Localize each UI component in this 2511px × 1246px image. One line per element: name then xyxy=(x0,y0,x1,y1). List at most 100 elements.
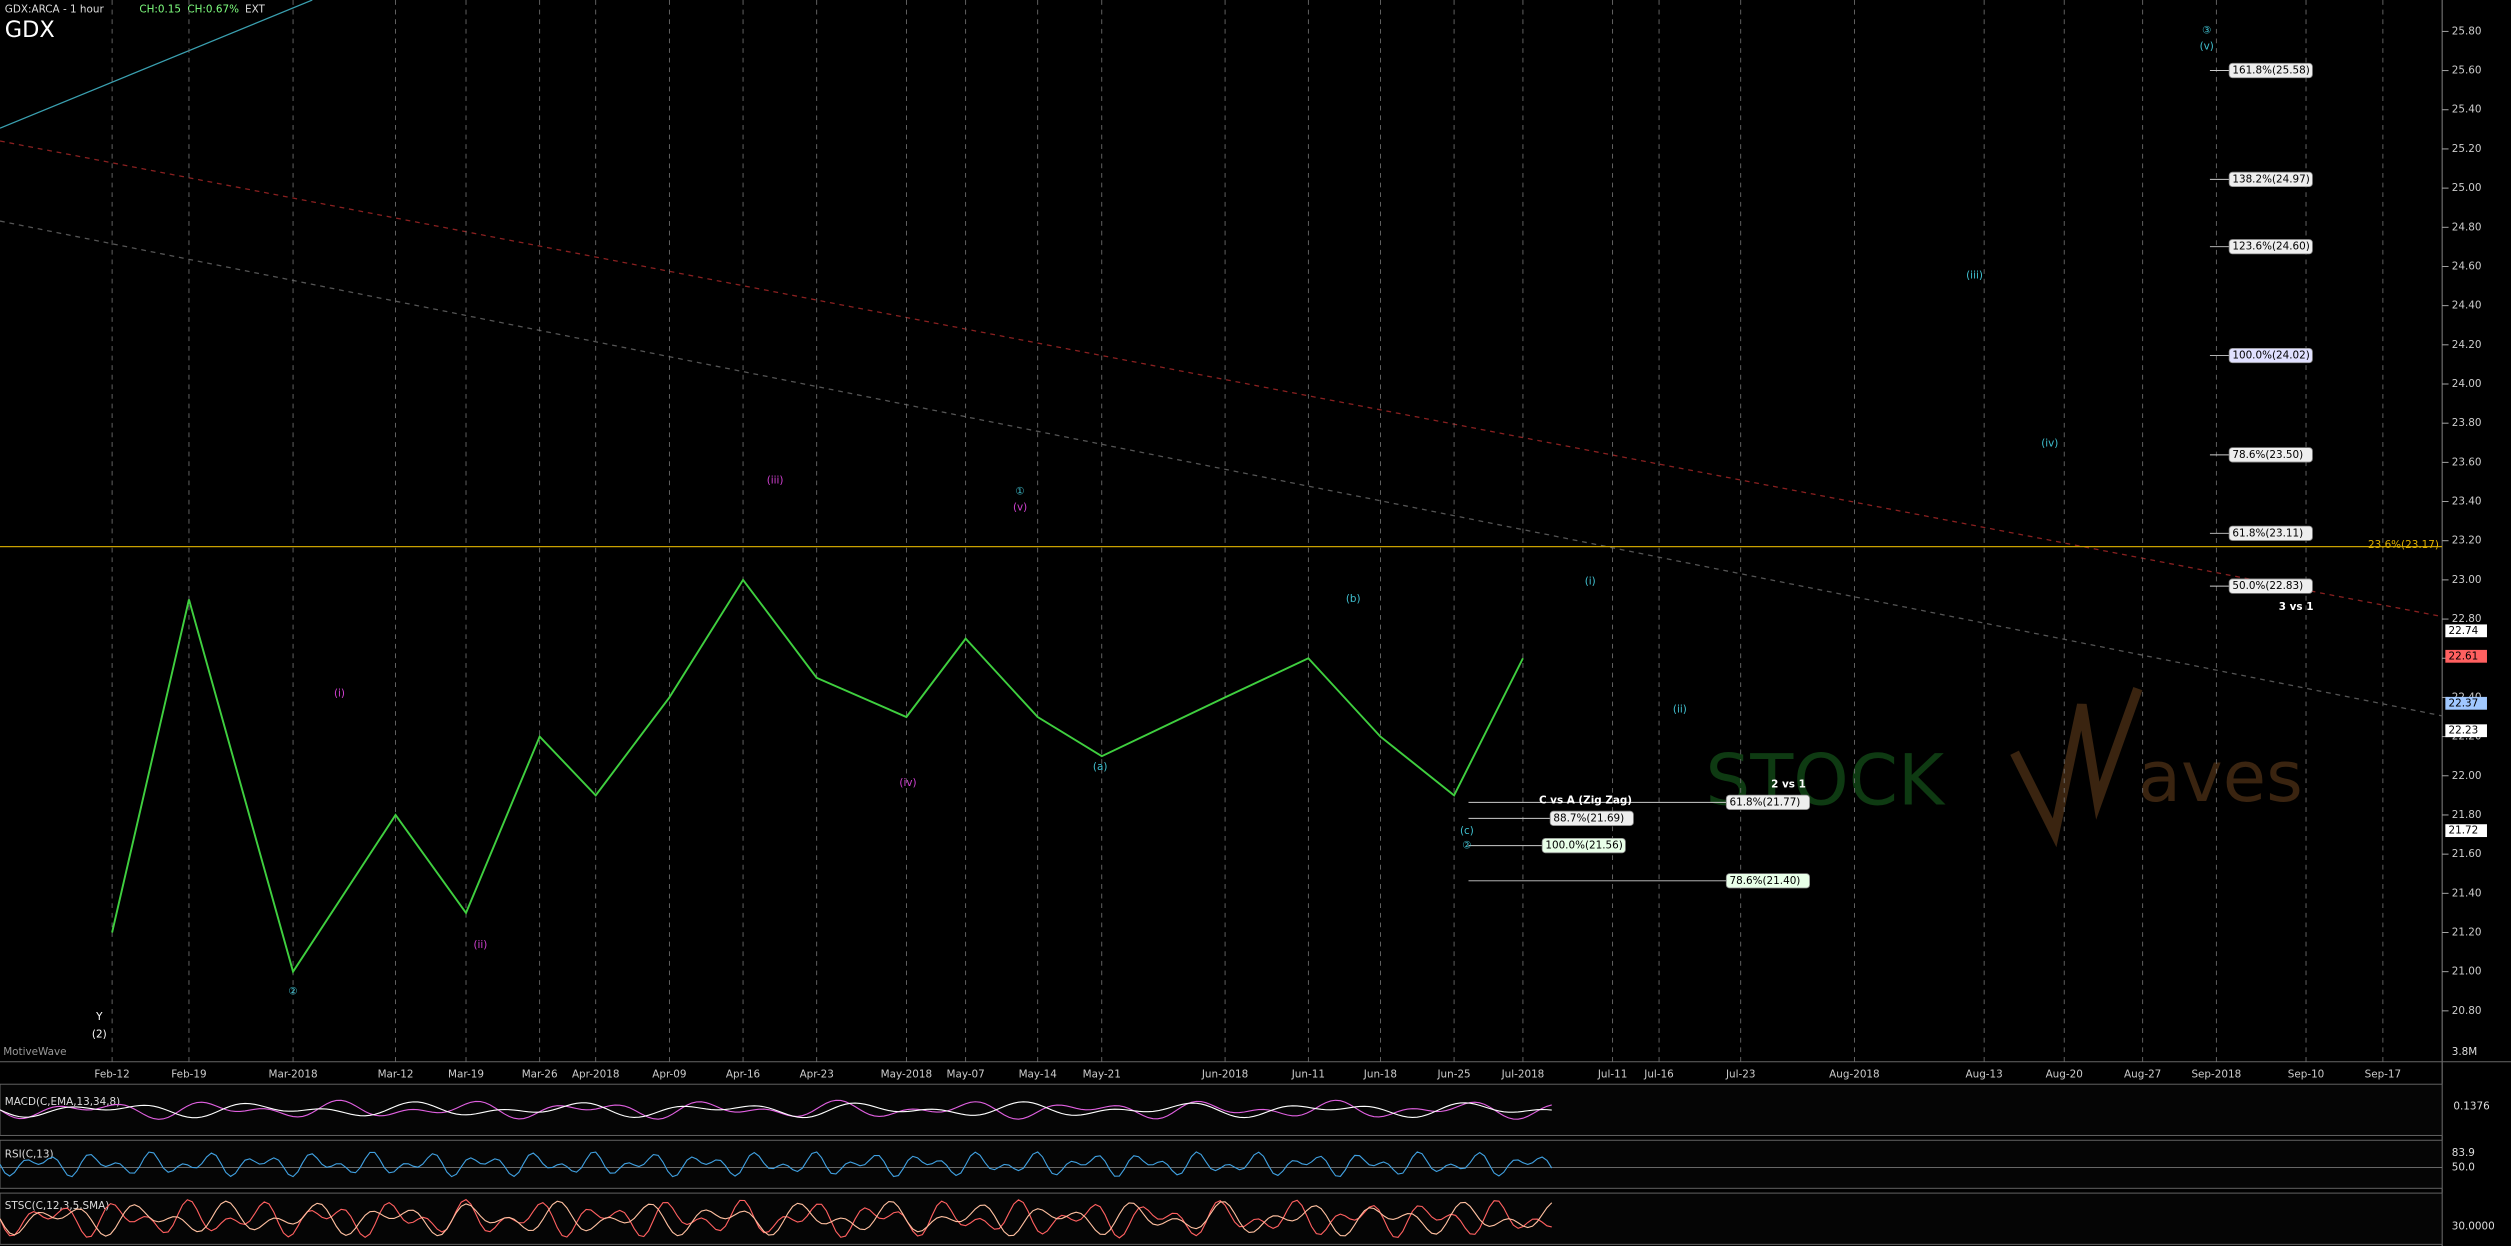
x-tick-label: Sep-17 xyxy=(2365,1069,2402,1081)
x-tick-label: Aug-20 xyxy=(2046,1069,2083,1081)
y-tick-label: 24.00 xyxy=(2452,378,2482,390)
fib-label: 78.6%(23.50) xyxy=(2232,449,2303,461)
wave-label: (i) xyxy=(1585,575,1596,587)
wave-label: (iii) xyxy=(767,474,784,486)
y-tick-label: 22.00 xyxy=(2452,770,2482,782)
price-tag-label: 22.23 xyxy=(2449,725,2479,737)
fib-label: 161.8%(25.58) xyxy=(2232,65,2309,77)
fib-label: 50.0%(22.83) xyxy=(2232,580,2303,592)
y-tick-label: 25.20 xyxy=(2452,143,2482,155)
x-tick-label: Apr-23 xyxy=(800,1069,834,1081)
macd-pane xyxy=(0,1083,2443,1136)
y-tick-label: 25.60 xyxy=(2452,65,2482,77)
x-tick-label: Aug-27 xyxy=(2124,1069,2161,1081)
x-tick-label: May-14 xyxy=(1019,1069,1058,1081)
wave-label: (v) xyxy=(1013,502,1027,514)
y-tick-label: 23.80 xyxy=(2452,417,2482,429)
rsi-label: RSI(C,13) xyxy=(5,1149,54,1161)
fib-label: 123.6%(24.60) xyxy=(2232,241,2309,253)
x-tick-label: Apr-2018 xyxy=(572,1069,620,1081)
y-tick-label: 21.20 xyxy=(2452,926,2482,938)
x-tick-label: Jun-11 xyxy=(1291,1069,1325,1081)
wave-label: (iv) xyxy=(899,777,916,789)
title: GDX xyxy=(5,17,55,43)
fib-box xyxy=(2228,578,2313,594)
fib-label: 100.0%(24.02) xyxy=(2232,350,2309,362)
y-tick-label: 24.60 xyxy=(2452,260,2482,272)
rsi-pane xyxy=(0,1139,2443,1189)
macd-label: MACD(C,EMA,13,34,8) xyxy=(5,1096,120,1108)
x-tick-label: Jul-23 xyxy=(1725,1069,1756,1081)
y-tick-label: 24.40 xyxy=(2452,300,2482,312)
fib-label: 61.8%(21.77) xyxy=(1730,796,1801,808)
x-tick-label: Jul-11 xyxy=(1597,1069,1628,1081)
fib-box xyxy=(1541,837,1626,854)
fib-box xyxy=(2228,447,2313,463)
change-pct: CH:0.67% xyxy=(187,4,239,16)
x-tick-label: May-2018 xyxy=(881,1069,933,1081)
wave-label: (ii) xyxy=(1673,703,1687,715)
x-tick-label: Feb-12 xyxy=(94,1069,129,1081)
note: C vs A (Zig Zag) xyxy=(1539,795,1632,807)
y-tick-label: 21.80 xyxy=(2452,809,2482,821)
trend-line xyxy=(0,0,313,129)
watermark: aves xyxy=(2138,736,2303,818)
y-tick-label: 20.80 xyxy=(2452,1005,2482,1017)
x-tick-label: Mar-2018 xyxy=(268,1069,317,1081)
y-tick-label: 25.80 xyxy=(2452,25,2482,37)
wave-label: Y xyxy=(95,1011,103,1023)
y-tick-label: 21.60 xyxy=(2452,848,2482,860)
indicator-line xyxy=(0,1198,1552,1239)
x-tick-label: Apr-16 xyxy=(726,1069,760,1081)
x-tick-label: May-07 xyxy=(947,1069,985,1081)
wave-label: (iii) xyxy=(1966,269,1983,281)
price-tag-label: 22.74 xyxy=(2449,625,2479,637)
fib-label: 88.7%(21.69) xyxy=(1553,812,1624,824)
fib-label: 61.8%(23.11) xyxy=(2232,527,2303,539)
x-tick-label: Mar-26 xyxy=(522,1069,558,1081)
y-tick-label: 23.40 xyxy=(2452,496,2482,508)
x-tick-label: Aug-2018 xyxy=(1829,1069,1879,1081)
trend-line xyxy=(0,140,2443,618)
y-tick-label: 23.60 xyxy=(2452,456,2482,468)
fib-box xyxy=(1725,794,1810,810)
x-tick-label: Feb-19 xyxy=(171,1069,206,1081)
y-tick-label: 25.00 xyxy=(2452,182,2482,194)
fib-label: 78.6%(21.40) xyxy=(1730,875,1801,887)
rsi-value: 83.9 xyxy=(2452,1147,2475,1159)
note: 3 vs 1 xyxy=(2279,601,2314,613)
macd-value: 0.1376 xyxy=(2453,1101,2489,1113)
fib-label: 100.0%(21.56) xyxy=(1545,840,1622,852)
indicator-line xyxy=(0,1101,1552,1119)
indicator-line xyxy=(0,1099,1552,1120)
x-tick-label: Sep-2018 xyxy=(2191,1069,2241,1081)
wave-label: (b) xyxy=(1346,593,1361,605)
price-tag-label: 22.37 xyxy=(2449,697,2479,709)
x-tick-label: Apr-09 xyxy=(652,1069,686,1081)
wave-label: (c) xyxy=(1460,825,1474,837)
wave-label: (ii) xyxy=(473,939,487,951)
x-tick-label: Mar-19 xyxy=(448,1069,484,1081)
price-tag xyxy=(2445,696,2487,710)
x-tick-label: May-21 xyxy=(1083,1069,1121,1081)
wave-label: ② xyxy=(1462,840,1471,852)
stsc-value: 30.0000 xyxy=(2452,1221,2495,1233)
x-tick-label: Jul-16 xyxy=(1643,1069,1674,1081)
x-tick-label: Jun-18 xyxy=(1363,1069,1397,1081)
wave-label: (i) xyxy=(334,687,345,699)
stsc-label: STSC(C,12,3,5,SMA) xyxy=(5,1200,109,1212)
fib-box xyxy=(2228,347,2313,364)
wave-label: ③ xyxy=(2202,24,2211,36)
x-tick-label: Aug-13 xyxy=(1966,1069,2003,1081)
x-tick-label: Sep-10 xyxy=(2288,1069,2325,1081)
wave-label: (iv) xyxy=(2041,438,2058,450)
indicator-line xyxy=(0,1151,1553,1178)
price-tag xyxy=(2445,649,2487,663)
indicator-line xyxy=(0,1200,1553,1237)
symbol: GDX:ARCA - 1 hour xyxy=(5,4,105,16)
fib-box xyxy=(2228,171,2313,188)
price-line xyxy=(111,578,1524,974)
note: 23.6%(23.17) xyxy=(2368,539,2439,551)
